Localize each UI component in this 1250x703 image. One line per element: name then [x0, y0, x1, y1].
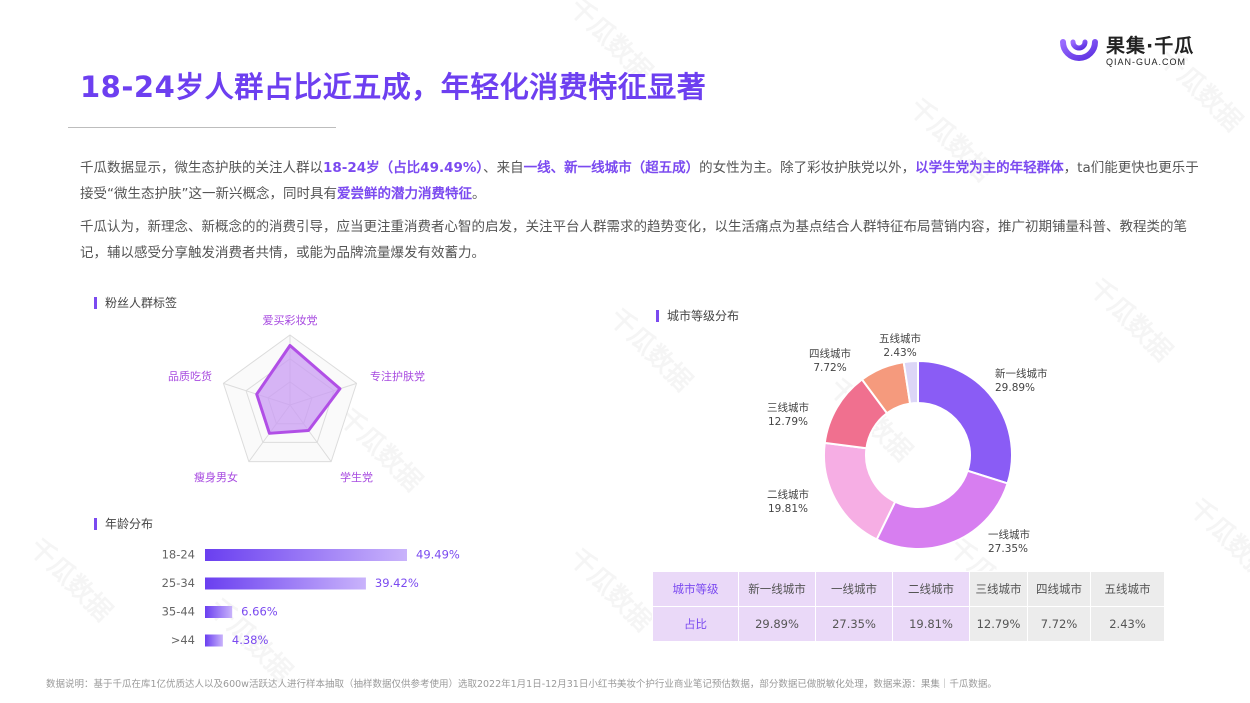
city-section-label: 城市等级分布	[667, 309, 740, 323]
watermark-text: 千瓜数据	[562, 539, 662, 639]
brand-name: 果集·千瓜	[1106, 34, 1195, 57]
brand-logo-icon	[1060, 39, 1098, 61]
donut-slice	[823, 441, 897, 541]
table-cell: 27.35%	[815, 606, 893, 642]
table-header-cell: 四线城市	[1027, 571, 1091, 607]
table-header-cell: 五线城市	[1090, 571, 1165, 607]
city-table: 城市等级 新一线城市 一线城市 二线城市 三线城市 四线城市 五线城市 占比 29.89% 27…	[652, 571, 1165, 642]
city-donut-chart: 新一线城市 29.89% 一线城市 27.35% 二线城市 19.81% 三线城市 12.79…	[767, 332, 1048, 555]
age-bar-chart: 18-24 49.49% 25-34 39.42% 35-44 6.66% >44 4.38%	[162, 548, 460, 648]
table-header-cell: 二线城市	[892, 571, 970, 607]
age-section-title: 年龄分布	[94, 515, 153, 532]
table-cell: 29.89%	[738, 606, 816, 642]
donut-value-label: 12.79%	[768, 416, 808, 428]
table-cell: 7.72%	[1027, 606, 1091, 642]
age-category-label: >44	[171, 633, 195, 647]
donut-category-label: 新一线城市	[995, 367, 1048, 380]
highlight-text: 爱尝鲜的潜力消费特征	[337, 186, 472, 202]
radar-axis-label: 瘦身男女	[194, 470, 238, 484]
age-section-label: 年龄分布	[105, 517, 154, 531]
brand-domain: QIAN-GUA.COM	[1106, 56, 1187, 67]
age-value-label: 39.42%	[375, 576, 419, 590]
donut-value-label: 19.81%	[768, 503, 808, 515]
age-bar	[205, 606, 233, 618]
age-value-label: 49.49%	[416, 548, 460, 562]
summary-paragraph: 千瓜数据显示，微生态护肤的关注人群以18-24岁（占比49.49%）、来自一线、…	[80, 155, 1200, 207]
radar-axis-label: 专注护肤党	[370, 369, 425, 383]
age-category-label: 35-44	[162, 605, 195, 619]
section-marker	[94, 517, 97, 530]
radar-series-area	[255, 344, 342, 435]
radar-axis-label: 爱买彩妆党	[263, 314, 318, 327]
donut-category-label: 四线城市	[809, 347, 851, 360]
age-value-label: 4.38%	[232, 633, 269, 647]
body-text: 。	[472, 186, 486, 202]
table-cell: 2.43%	[1090, 606, 1165, 642]
radar-axis-label: 品质吃货	[168, 369, 212, 383]
table-header-cell: 新一线城市	[738, 571, 816, 607]
section-marker	[94, 296, 97, 309]
radar-axis-label: 学生党	[340, 470, 373, 484]
donut-value-label: 7.72%	[813, 362, 846, 374]
donut-category-label: 五线城市	[879, 332, 921, 345]
watermark-text: 千瓜数据	[22, 529, 122, 629]
title-divider	[68, 127, 336, 128]
table-row-header: 占比	[652, 606, 739, 642]
age-bar	[205, 549, 407, 561]
highlight-text: 以学生党为主的年轻群体	[915, 160, 1064, 176]
table-cell: 12.79%	[969, 606, 1028, 642]
table-header-cell: 一线城市	[815, 571, 893, 607]
donut-value-label: 29.89%	[995, 382, 1035, 394]
donut-category-label: 三线城市	[767, 401, 809, 414]
watermark-text: 千瓜数据	[1182, 489, 1250, 589]
brand-logo: 果集·千瓜 QIAN-GUA.COM	[1058, 30, 1194, 72]
body-text: 千瓜数据显示，微生态护肤的关注人群以	[80, 160, 323, 176]
table-header-cell: 三线城市	[969, 571, 1028, 607]
section-marker	[656, 309, 659, 322]
age-bar	[205, 634, 223, 647]
donut-slice	[902, 359, 919, 405]
fans-section-title: 粉丝人群标签	[94, 294, 177, 311]
donut-value-label: 27.35%	[988, 543, 1028, 555]
age-value-label: 6.66%	[241, 605, 278, 619]
donut-slice	[875, 469, 1009, 550]
body-text: 、来自	[483, 160, 524, 176]
donut-category-label: 二线城市	[767, 488, 809, 501]
age-category-label: 18-24	[162, 548, 195, 562]
highlight-text: 18-24岁（占比49.49%）	[323, 160, 484, 176]
table-row: 城市等级 新一线城市 一线城市 二线城市 三线城市 四线城市 五线城市	[652, 571, 1165, 607]
body-text: ，ta们能更快也更乐于接受“微生态护肤”这一新兴概念，同时具有	[80, 160, 1199, 202]
city-section-title: 城市等级分布	[656, 307, 739, 324]
table-row-header: 城市等级	[652, 571, 739, 607]
table-cell: 19.81%	[892, 606, 970, 642]
donut-category-label: 一线城市	[988, 528, 1030, 541]
donut-slice	[917, 359, 1013, 485]
donut-value-label: 2.43%	[883, 347, 916, 359]
highlight-text: 一线、新一线城市（超五成）	[523, 160, 700, 176]
page-title: 18-24岁人群占比近五成，年轻化消费特征显著	[80, 70, 707, 104]
body-text: 的女性为主。除了彩妆护肤党以外，	[699, 160, 916, 176]
insight-paragraph: 千瓜认为，新理念、新概念的的消费引导，应当更注重消费者心智的启发，关注平台人群需…	[80, 219, 1187, 261]
table-row: 占比 29.89% 27.35% 19.81% 12.79% 7.72% 2.43%	[652, 606, 1165, 642]
fans-section-label: 粉丝人群标签	[105, 296, 178, 310]
data-source-note: 数据说明：基于千瓜在库1亿优质达人以及600w活跃达人进行样本抽取（抽样数据仅供…	[46, 679, 997, 690]
age-category-label: 25-34	[162, 576, 195, 590]
age-bar	[205, 577, 366, 590]
